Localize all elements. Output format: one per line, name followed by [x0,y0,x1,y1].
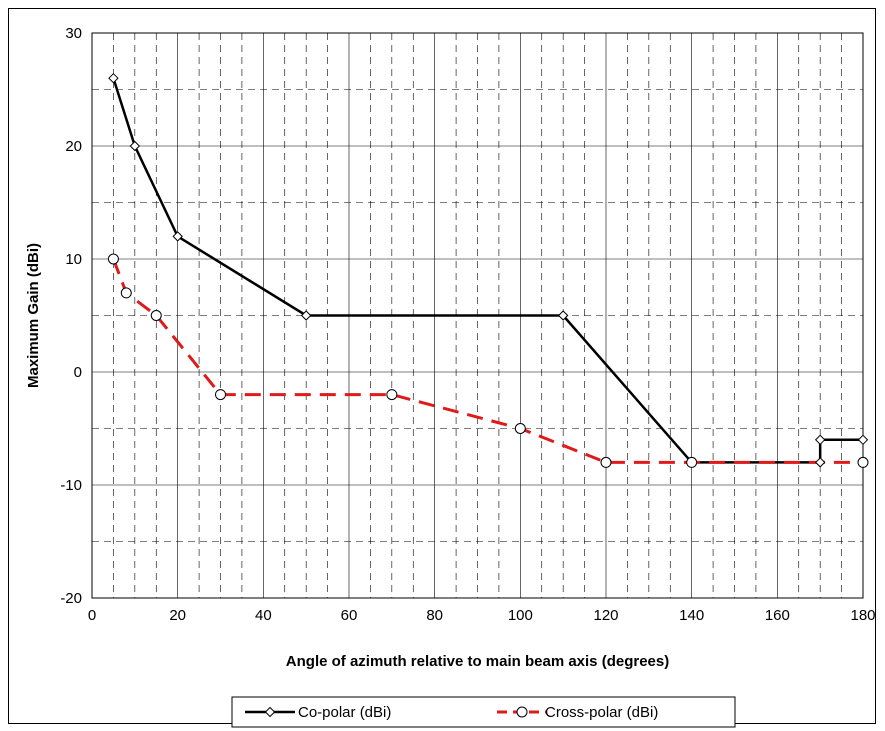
data-point [600,456,612,468]
data-point [150,310,162,321]
x-tick-label: 180 [850,607,875,624]
legend-label: Cross-polar (dBi) [545,704,658,721]
series-line [112,258,863,464]
y-tick-label: 10 [65,251,82,268]
data-point [516,706,528,718]
data-point [172,231,183,242]
y-tick-label: 30 [65,25,82,42]
y-tick-label: -10 [60,477,82,494]
data-point [857,434,869,446]
y-axis-title: Maximum Gain (dBi) [25,243,42,388]
legend-label: Co-polar (dBi) [298,704,391,721]
data-point [215,389,226,401]
data-point [264,706,276,718]
x-tick-label: 160 [765,607,790,624]
y-tick-label: 0 [74,364,82,381]
data-point [386,389,398,401]
legend-entry: Co-polar (dBi) [245,704,391,721]
x-axis-title: Angle of azimuth relative to main beam a… [286,653,669,670]
x-tick-label: 40 [255,607,272,624]
x-tick-label: 100 [508,607,533,624]
data-point [857,456,869,468]
x-tick-label: 120 [593,607,618,624]
data-point [686,456,698,468]
x-tick-label: 20 [169,607,186,624]
legend-box [231,696,736,728]
data-point [108,72,119,84]
data-point [129,140,141,152]
data-point [814,457,826,468]
data-point [814,434,826,446]
data-point [107,253,119,265]
legend-entry: Cross-polar (dBi) [497,704,658,721]
chart-frame [8,8,876,724]
data-point [120,287,132,299]
series-line [112,77,863,464]
y-tick-label: -20 [60,590,82,607]
data-point [514,423,526,434]
x-tick-label: 140 [679,607,704,624]
x-tick-label: 0 [88,607,96,624]
tick-labels: 0 20 40 60 80 100 120 140 160 180 -20 -10 0 10 20 30 [60,25,875,624]
x-tick-label: 80 [426,607,443,624]
plot-area-border [91,32,864,599]
x-tick-label: 60 [341,607,358,624]
y-tick-label: 20 [65,138,82,155]
data-point [557,310,569,321]
data-point [300,310,312,321]
series-layer [107,72,869,468]
legend: Co-polar (dBi) Cross-polar (dBi) [231,696,736,728]
